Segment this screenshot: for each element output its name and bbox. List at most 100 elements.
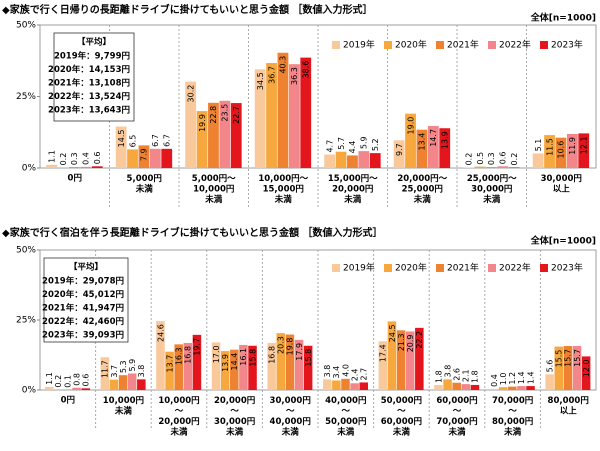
average-title: 【平均】 xyxy=(77,37,111,48)
bar xyxy=(347,155,358,168)
bar xyxy=(192,334,202,390)
bar xyxy=(332,380,341,390)
bar xyxy=(572,346,582,390)
average-line: 2019年：29,078円 xyxy=(42,276,124,287)
value-label: 0.8 xyxy=(72,373,81,386)
bar xyxy=(118,375,128,390)
value-label: 11.7 xyxy=(101,360,110,378)
value-label: 6.5 xyxy=(128,135,137,148)
value-label: 1.8 xyxy=(434,370,443,383)
value-label: 24.5 xyxy=(388,324,397,342)
x-tick-label: 20,000円～ 30,000円未満 xyxy=(214,396,255,438)
legend-swatch xyxy=(540,41,548,49)
value-label: 0.2 xyxy=(59,153,68,166)
bar xyxy=(393,140,405,168)
bar xyxy=(498,387,508,390)
value-label: 5.9 xyxy=(360,136,369,149)
legend-swatch xyxy=(332,264,340,272)
bar xyxy=(127,149,138,168)
value-label: 1.1 xyxy=(45,372,54,385)
value-label: 15.5 xyxy=(555,350,564,368)
value-label: 1.8 xyxy=(471,370,480,383)
average-line: 2023年：39,093円 xyxy=(42,330,124,341)
bar xyxy=(566,133,578,168)
bar xyxy=(100,357,110,390)
value-label: 0.6 xyxy=(93,152,102,165)
value-label: 19.9 xyxy=(198,114,207,132)
bar xyxy=(303,345,313,390)
bar xyxy=(508,386,517,390)
bar xyxy=(45,386,54,390)
legend-swatch xyxy=(488,41,496,49)
legend-label: 2020年 xyxy=(395,39,427,51)
value-label: 15.8 xyxy=(248,349,257,367)
x-tick-label: 30,000円～ 40,000円未満 xyxy=(270,396,311,438)
value-label: 14.4 xyxy=(230,353,239,371)
value-label: 23.5 xyxy=(221,104,230,122)
bar xyxy=(81,388,90,390)
bar xyxy=(486,167,497,168)
legend-label: 2019年 xyxy=(343,39,375,51)
bar xyxy=(183,342,193,390)
value-label: 4.7 xyxy=(325,140,334,153)
bar xyxy=(415,327,424,390)
value-label: 1.4 xyxy=(517,371,526,384)
bar xyxy=(267,342,276,390)
average-line: 2022年：42,460円 xyxy=(42,316,124,327)
value-label: 19.7 xyxy=(193,338,202,356)
y-tick-label: 0% xyxy=(22,164,37,174)
bar xyxy=(470,384,480,390)
subtitle: 全体[n=1000] xyxy=(530,12,596,24)
legend-label: 2023年 xyxy=(551,262,583,274)
x-tick-label: 10,000円～ 20,000円未満 xyxy=(158,396,199,438)
average-box xyxy=(43,257,129,343)
value-label: 5.7 xyxy=(337,137,346,150)
value-label: 0.2 xyxy=(464,153,473,166)
value-label: 15.8 xyxy=(304,349,313,367)
bar xyxy=(230,349,239,390)
value-label: 5.9 xyxy=(128,359,137,372)
value-label: 11.9 xyxy=(568,137,577,155)
bar xyxy=(578,133,590,168)
bar xyxy=(544,135,555,168)
value-label: 2.7 xyxy=(360,368,369,381)
value-label: 0.3 xyxy=(487,152,496,165)
average-line: 2020年：45,012円 xyxy=(42,289,124,300)
value-label: 16.8 xyxy=(184,346,193,364)
bar xyxy=(127,373,137,390)
value-label: 2.4 xyxy=(350,369,359,382)
value-label: 22.2 xyxy=(415,331,424,349)
bar xyxy=(323,379,332,390)
bar xyxy=(359,382,368,390)
average-box xyxy=(53,32,135,122)
bar xyxy=(439,128,451,168)
bar xyxy=(545,374,554,390)
value-label: 17.4 xyxy=(379,344,388,362)
value-label: 14.5 xyxy=(117,130,126,148)
value-label: 13.9 xyxy=(441,131,450,149)
bar xyxy=(149,148,161,168)
value-label: 5.3 xyxy=(119,360,128,373)
bar xyxy=(463,167,475,168)
bar xyxy=(358,151,370,168)
average-line: 2020年：14,153円 xyxy=(48,64,130,75)
bar xyxy=(517,386,526,390)
legend-swatch xyxy=(436,264,444,272)
value-label: 6.7 xyxy=(151,134,160,147)
bar xyxy=(532,153,544,168)
bar xyxy=(46,164,58,168)
value-label: 2.1 xyxy=(462,369,471,382)
bar xyxy=(554,346,564,390)
bar xyxy=(581,356,591,390)
value-label: 15.7 xyxy=(573,349,582,367)
value-label: 1.0 xyxy=(499,372,508,385)
value-label: 10.6 xyxy=(557,141,566,159)
average-line: 2021年：13,108円 xyxy=(48,78,130,89)
x-tick-label: 0円 xyxy=(61,396,75,406)
value-label: 15.7 xyxy=(564,349,573,367)
value-label: 14.7 xyxy=(429,129,438,147)
x-tick-label: 50,000円～ 60,000円未満 xyxy=(381,396,422,438)
value-label: 17.0 xyxy=(212,345,221,363)
bar xyxy=(54,389,63,390)
